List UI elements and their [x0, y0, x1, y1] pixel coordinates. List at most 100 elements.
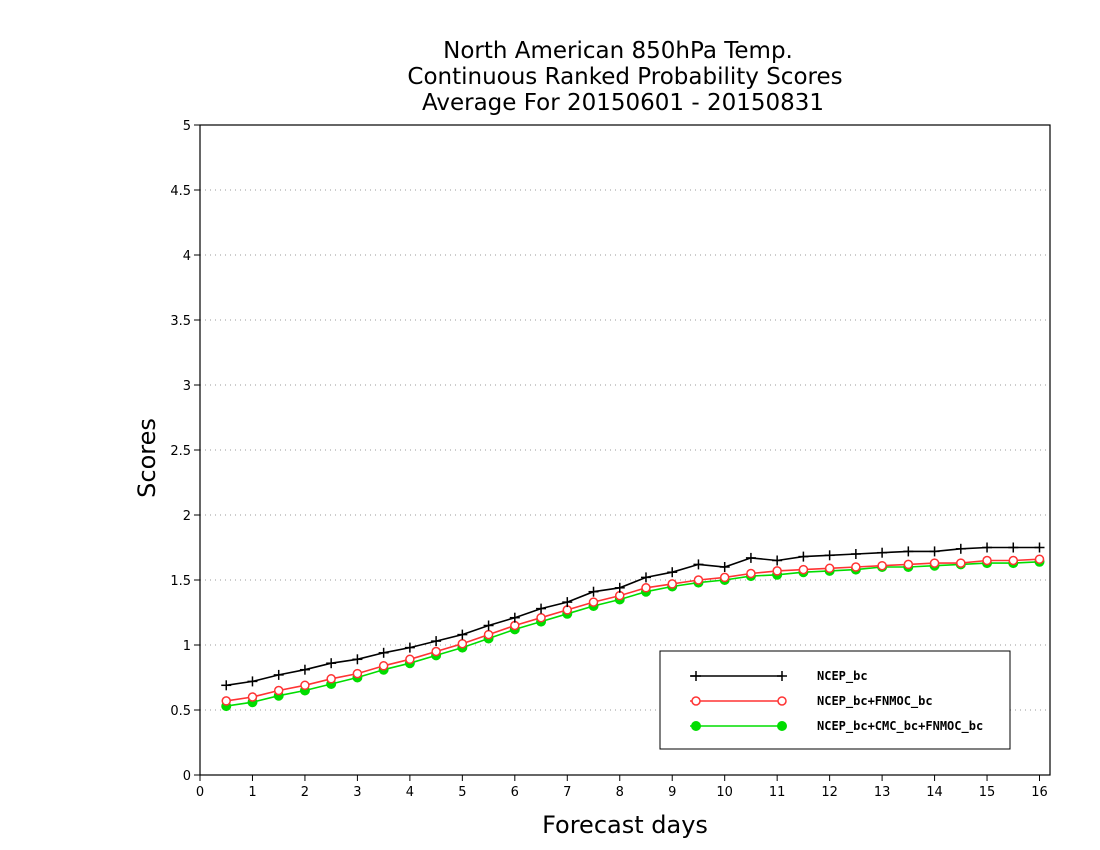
legend-marker [691, 696, 701, 706]
x-tick-label: 8 [616, 785, 624, 800]
data-point [273, 669, 284, 680]
data-point [457, 629, 468, 640]
data-point [693, 575, 704, 585]
data-point [903, 559, 914, 570]
data-point [562, 605, 573, 615]
data-point [929, 558, 940, 568]
x-tick-label: 2 [301, 785, 309, 800]
x-tick-label: 15 [979, 785, 996, 800]
data-point [1008, 542, 1019, 553]
data-point [982, 542, 993, 553]
data-point [562, 597, 573, 608]
legend-label: NCEP_bc [817, 669, 868, 684]
x-tick-label: 4 [406, 785, 414, 800]
data-point [641, 583, 651, 593]
data-point [746, 568, 756, 579]
data-point [404, 642, 415, 653]
legend-entry: NCEP_bc+FNMOC_bc [690, 694, 933, 709]
legend-marker [777, 671, 787, 681]
x-tick-label: 0 [196, 785, 204, 800]
data-point [1034, 554, 1045, 564]
data-point [955, 543, 966, 554]
y-tick-label: 2.5 [170, 444, 191, 459]
data-point [378, 647, 389, 658]
x-tick-label: 1 [248, 785, 256, 800]
legend-label: NCEP_bc+CMC_bc+FNMOC_bc [817, 719, 983, 734]
y-tick-label: 4 [183, 249, 191, 264]
data-point [850, 549, 861, 559]
x-tick-label: 6 [511, 785, 519, 800]
data-point [667, 567, 678, 578]
x-tick-label: 13 [874, 785, 891, 800]
y-tick-label: 1 [183, 639, 191, 654]
data-point [719, 572, 730, 583]
y-tick-label: 5 [183, 119, 191, 134]
data-point [247, 676, 258, 687]
data-point [221, 696, 231, 706]
data-point [824, 550, 835, 561]
data-point [956, 558, 966, 568]
data-point [1008, 555, 1019, 566]
chart-title-line-2: Continuous Ranked Probability Scores [407, 64, 842, 90]
x-tick-label: 16 [1031, 785, 1048, 800]
legend-label: NCEP_bc+FNMOC_bc [817, 694, 933, 709]
x-axis: 0 1 2 3 4 5 6 7 8 9 10 11 12 13 14 15 16 [196, 775, 1048, 800]
chart-title-line-1: North American 850hPa Temp. [443, 38, 793, 64]
data-point [667, 579, 677, 589]
data-point [588, 597, 599, 607]
data-point [378, 661, 389, 671]
legend-marker [777, 721, 787, 731]
y-tick-label: 2 [183, 509, 191, 524]
data-point [772, 555, 783, 566]
data-point [483, 620, 494, 631]
data-point [431, 636, 442, 647]
data-point [982, 555, 992, 566]
y-axis-label: Scores [133, 418, 161, 498]
data-point [509, 612, 520, 623]
data-point [877, 560, 887, 571]
x-tick-label: 3 [353, 785, 361, 800]
data-point [693, 559, 704, 570]
series-ncep-bc [221, 542, 1045, 691]
y-tick-label: 1.5 [170, 574, 191, 589]
y-axis: 0 0.5 1 1.5 2 2.5 3 3.5 4 4.5 5 [170, 119, 200, 784]
legend-entry: NCEP_bc+CMC_bc+FNMOC_bc [690, 719, 983, 734]
x-tick-label: 11 [769, 785, 786, 800]
data-point [536, 603, 547, 614]
legend-marker [691, 721, 701, 731]
data-point [798, 564, 809, 575]
y-tick-label: 4.5 [170, 184, 191, 199]
data-point [745, 552, 756, 563]
grid-lines [200, 189, 1050, 711]
data-point [457, 638, 468, 649]
chart-title: North American 850hPa Temp. Continuous R… [407, 38, 842, 116]
x-tick-label: 5 [458, 785, 466, 800]
y-tick-label: 0.5 [170, 704, 191, 719]
data-point [851, 562, 861, 572]
data-point [431, 646, 441, 657]
data-point [824, 563, 835, 574]
data-point [273, 685, 284, 696]
data-point [772, 566, 782, 576]
data-point [798, 551, 809, 562]
x-axis-label: Forecast days [542, 811, 708, 839]
data-point [221, 680, 232, 691]
x-tick-label: 14 [926, 785, 943, 800]
data-point [614, 582, 625, 593]
data-point [352, 654, 363, 665]
y-tick-label: 3 [183, 379, 191, 394]
data-point [326, 658, 337, 669]
data-point [536, 612, 546, 623]
x-tick-label: 7 [563, 785, 571, 800]
legend: NCEP_bc NCEP_bc+FNMOC_bc NCEP_bc+CMC_bc+FN… [659, 650, 1011, 750]
data-point [300, 680, 310, 691]
data-point [299, 664, 310, 675]
data-point [326, 674, 336, 684]
data-point [352, 668, 363, 679]
legend-marker [691, 671, 701, 681]
data-point [1034, 542, 1045, 553]
data-point [903, 546, 914, 557]
x-tick-label: 12 [821, 785, 838, 800]
legend-entry: NCEP_bc [690, 669, 868, 684]
